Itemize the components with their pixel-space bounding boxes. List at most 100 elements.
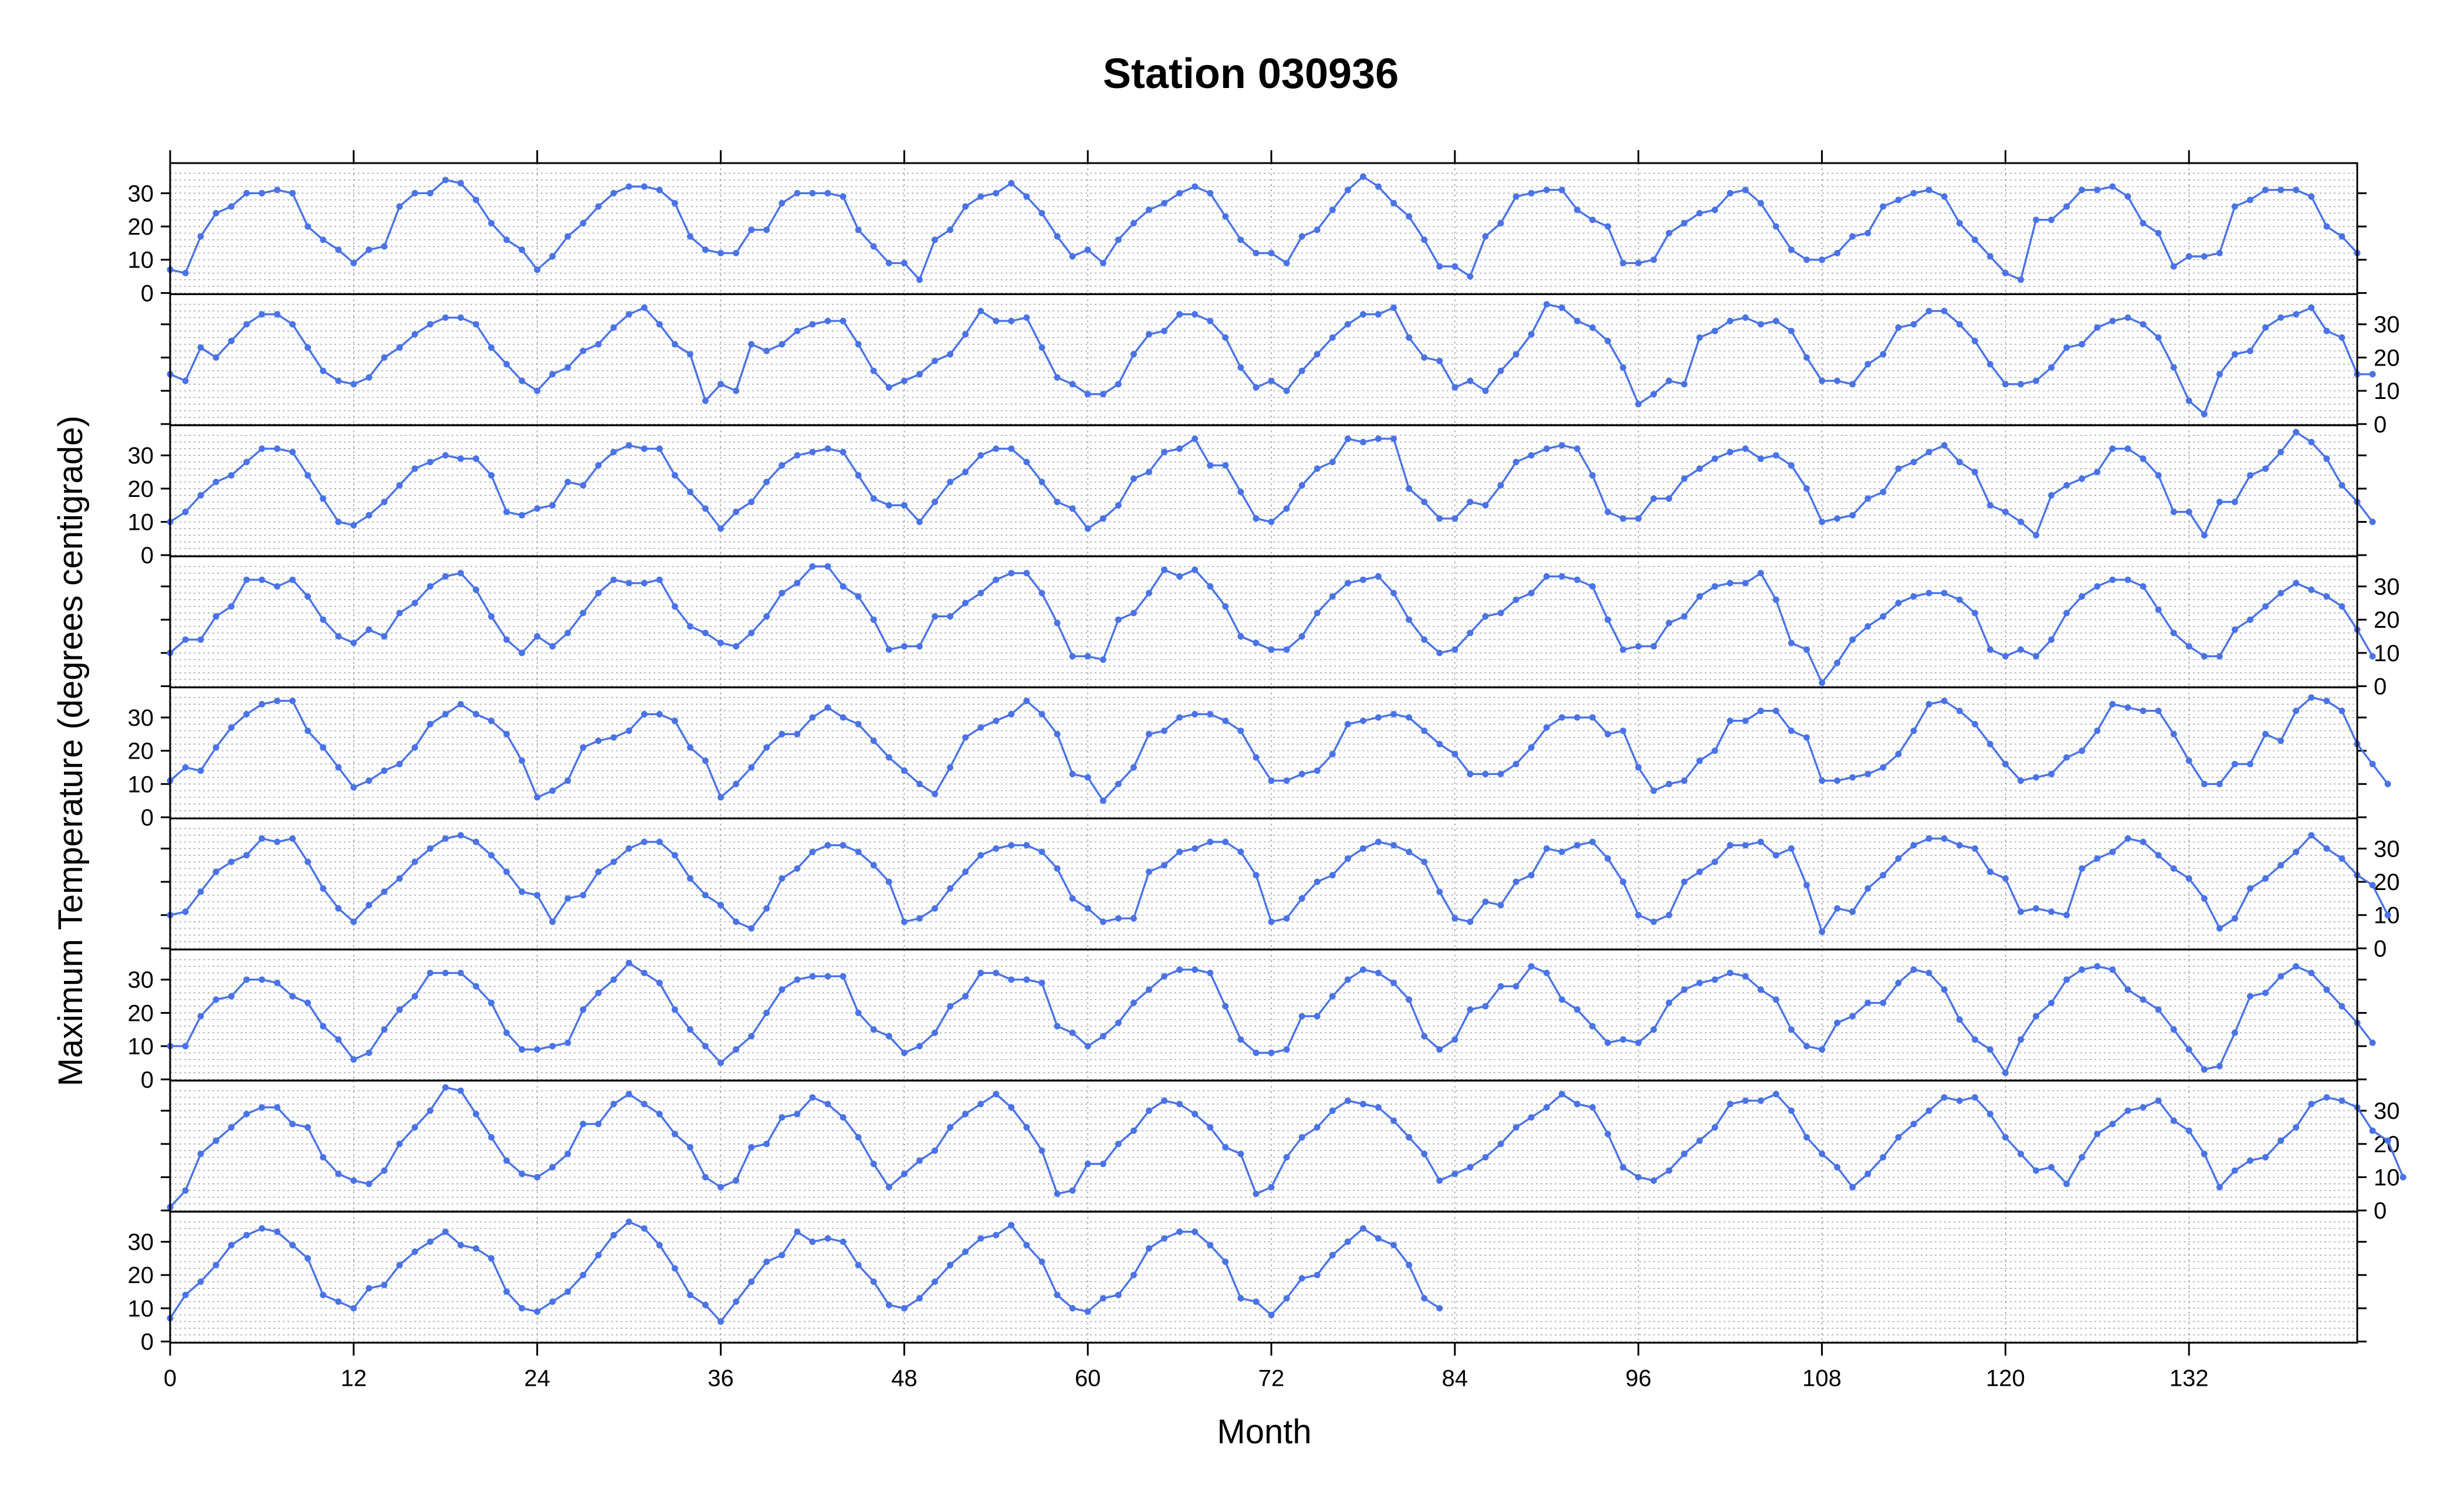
data-point <box>1253 754 1260 761</box>
data-point <box>717 1318 724 1325</box>
data-point <box>1864 495 1871 502</box>
data-point <box>304 1124 312 1131</box>
data-point <box>1528 1114 1535 1121</box>
data-point <box>488 613 495 620</box>
data-point <box>1788 1107 1795 1114</box>
data-point <box>411 190 418 197</box>
x-tick-label: 120 <box>1986 1366 2025 1392</box>
data-point <box>2048 999 2055 1006</box>
data-point <box>885 878 892 885</box>
data-point <box>962 868 969 875</box>
data-point <box>1589 714 1596 721</box>
data-point <box>350 1177 357 1184</box>
data-point <box>1941 698 1948 705</box>
data-point <box>733 249 740 256</box>
data-point <box>1375 969 1382 976</box>
data-point <box>1268 777 1275 784</box>
data-point <box>1421 727 1428 735</box>
data-point <box>2063 482 2070 489</box>
data-point <box>595 341 602 348</box>
data-point <box>610 734 617 741</box>
data-point <box>1344 1097 1351 1104</box>
data-point <box>2277 973 2284 980</box>
data-point <box>2262 730 2269 737</box>
data-point <box>182 509 189 515</box>
data-point <box>457 1087 464 1094</box>
data-point <box>2369 760 2376 767</box>
data-point <box>1390 710 1397 718</box>
data-point <box>1375 838 1382 845</box>
data-point <box>2170 630 2177 637</box>
data-point <box>2262 603 2269 610</box>
data-point <box>916 1157 923 1164</box>
panel-3: 0 10 20 30 <box>128 424 2376 569</box>
data-point <box>212 996 219 1003</box>
data-point <box>1512 596 1519 603</box>
data-point <box>1543 1104 1550 1111</box>
data-point <box>1115 381 1122 388</box>
data-point <box>2155 334 2162 341</box>
data-point <box>1650 787 1657 794</box>
data-point <box>274 698 280 705</box>
data-point <box>686 489 693 495</box>
data-point <box>1482 613 1489 620</box>
data-point <box>1757 570 1764 577</box>
data-point <box>932 236 938 243</box>
data-point <box>1099 515 1106 522</box>
data-point <box>320 236 327 243</box>
x-axis-title: Month <box>1217 1413 1311 1451</box>
data-point <box>182 1187 189 1194</box>
data-point <box>794 976 801 983</box>
data-point <box>2277 449 2284 455</box>
data-point <box>2231 626 2238 633</box>
data-point <box>1115 1141 1122 1148</box>
data-point <box>1941 1094 1948 1101</box>
data-point <box>1390 199 1397 207</box>
data-point <box>1008 570 1015 577</box>
data-point <box>1681 475 1688 482</box>
data-point <box>1038 979 1045 986</box>
data-point <box>717 381 724 388</box>
data-point <box>1803 354 1810 361</box>
data-point <box>1573 1006 1580 1013</box>
data-point <box>1253 1298 1260 1305</box>
data-point <box>977 852 984 859</box>
data-point <box>855 472 862 479</box>
data-point <box>1742 973 1749 980</box>
data-point <box>335 377 342 384</box>
data-point <box>1146 868 1152 875</box>
data-point <box>2247 616 2253 623</box>
data-point <box>1008 710 1015 718</box>
data-point <box>993 190 1000 197</box>
data-point <box>1253 515 1260 522</box>
data-point <box>442 710 449 718</box>
data-point <box>1819 777 1826 784</box>
data-point <box>1115 780 1122 787</box>
data-point <box>1482 770 1489 777</box>
data-point <box>1666 620 1673 627</box>
data-point <box>1390 435 1397 442</box>
data-point <box>2277 1137 2284 1144</box>
data-point <box>2231 1029 2238 1036</box>
data-point <box>1375 1104 1382 1111</box>
data-point <box>2277 187 2284 194</box>
data-point <box>2170 865 2177 872</box>
y-tick-label: 0 <box>141 543 154 569</box>
data-point <box>840 842 847 849</box>
data-point <box>1314 1013 1321 1020</box>
data-point <box>993 969 1000 976</box>
data-point <box>2094 1131 2101 1138</box>
data-point <box>1681 878 1688 885</box>
data-point <box>1803 1043 1810 1050</box>
data-point <box>1283 387 1290 394</box>
data-point <box>396 760 403 767</box>
data-point <box>1497 983 1504 990</box>
data-point <box>1772 996 1779 1003</box>
data-point <box>2277 737 2284 745</box>
data-point <box>304 472 312 479</box>
data-point <box>1757 1097 1764 1104</box>
data-point <box>1742 187 1749 194</box>
data-point <box>2109 1121 2116 1128</box>
data-point <box>1757 199 1764 207</box>
data-point <box>1467 1006 1474 1013</box>
